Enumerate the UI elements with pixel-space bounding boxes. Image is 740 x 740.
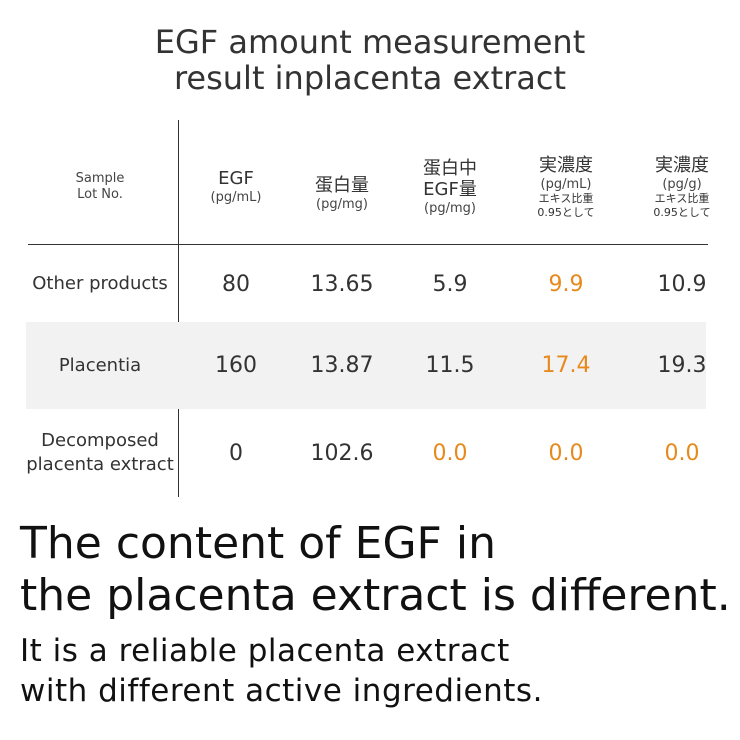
row-label-text: Decomposed (41, 430, 159, 451)
row-label: Other products (22, 246, 178, 322)
row-label: Decomposed placenta extract (22, 409, 178, 497)
headline: The content of EGF in (20, 518, 496, 569)
heading: result inplacenta extract (173, 59, 567, 97)
header-text: 0.95として (653, 205, 711, 219)
body-text: with different active ingredients. (20, 673, 543, 709)
cell: 9.9 (548, 271, 584, 297)
cell: 0.0 (432, 440, 468, 466)
cell: 0 (229, 440, 243, 466)
header-text: (pg/mL) (210, 190, 262, 205)
cell: 0.0 (548, 440, 584, 466)
row-label: Placentia (22, 322, 178, 409)
header-text: EGF量 (423, 179, 477, 201)
cell: 13.87 (310, 353, 374, 378)
cell: 17.4 (541, 353, 591, 378)
divider (28, 244, 708, 245)
header-cell: 蛋白量 (pg/mg) (287, 140, 397, 234)
header-text: エキス比重 (538, 192, 594, 206)
header-text: Sample (75, 171, 125, 187)
cell: 0.0 (664, 440, 700, 466)
row-band (26, 322, 706, 409)
row-label-text: placenta extract (26, 454, 174, 475)
header-text: (pg/g) (662, 176, 702, 192)
headline: the placenta extract is different. (20, 570, 731, 621)
cell: 13.65 (310, 271, 374, 297)
cell: 5.9 (432, 271, 468, 297)
cell: 102.6 (310, 440, 374, 466)
header-cell: 実濃度 (pg/g) エキス比重 0.95として (627, 140, 737, 234)
table-row: Decomposed placenta extract 0 102.6 0.0 0… (0, 409, 740, 497)
row-label-text: Other products (32, 273, 168, 294)
header-text: 実濃度 (539, 155, 593, 177)
header-cell: Sample Lot No. (22, 140, 178, 234)
header-text: (pg/mg) (316, 197, 368, 212)
header-text: (pg/mg) (424, 200, 476, 216)
table-row: Placentia 160 13.87 11.5 17.4 19.3 (0, 322, 740, 409)
header-text: (pg/mL) (540, 176, 592, 192)
divider (178, 120, 179, 497)
cell: 80 (222, 271, 250, 297)
heading: EGF amount measurement (154, 23, 586, 61)
cell: 10.9 (657, 271, 707, 297)
header-cell: EGF (pg/mL) (181, 140, 291, 234)
table-row: Other products 80 13.65 5.9 9.9 10.9 (0, 246, 740, 322)
header-row: Sample Lot No. EGF (pg/mL) 蛋白量 (pg/mg) 蛋白中 E… (0, 140, 740, 234)
cell: 11.5 (425, 353, 475, 378)
header-text: 蛋白中 (423, 157, 477, 179)
header-text: エキス比重 (654, 192, 710, 206)
header-text: Lot No. (77, 187, 123, 202)
row-label-text: Placentia (58, 354, 142, 376)
header-text: EGF (218, 168, 254, 190)
header-cell: 実濃度 (pg/mL) エキス比重 0.95として (511, 140, 621, 234)
header-text: 実濃度 (655, 155, 709, 177)
header-text: 0.95として (537, 205, 595, 219)
header-cell: 蛋白中 EGF量 (pg/mg) (395, 140, 505, 234)
body-text: It is a reliable placenta extract (20, 633, 510, 669)
cell: 19.3 (657, 353, 707, 378)
cell: 160 (215, 353, 257, 378)
header-text: 蛋白量 (315, 175, 369, 197)
